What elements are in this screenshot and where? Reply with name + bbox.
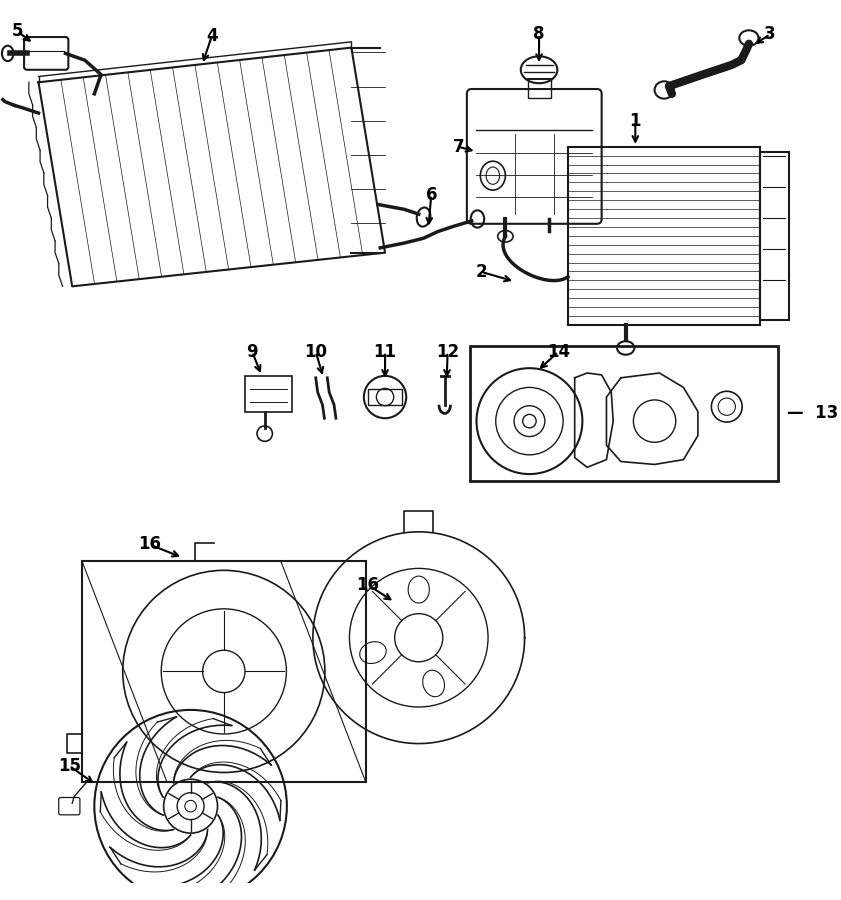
Bar — [368, 390, 402, 405]
Bar — [568, 147, 760, 325]
Text: 6: 6 — [426, 186, 437, 204]
Text: 5: 5 — [12, 22, 23, 40]
Text: 14: 14 — [547, 343, 570, 361]
Text: 4: 4 — [206, 27, 218, 45]
Text: 2: 2 — [475, 263, 487, 281]
Bar — [246, 376, 292, 412]
Bar — [82, 561, 366, 782]
Text: 12: 12 — [436, 343, 459, 361]
Text: 10: 10 — [304, 343, 327, 361]
Bar — [470, 346, 778, 481]
Text: 16: 16 — [357, 576, 379, 594]
Bar — [760, 151, 790, 320]
Text: 15: 15 — [58, 757, 81, 775]
Text: 9: 9 — [246, 343, 258, 361]
Text: 1: 1 — [630, 112, 641, 130]
Text: 11: 11 — [373, 343, 397, 361]
Text: 7: 7 — [452, 138, 464, 156]
Text: 3: 3 — [764, 25, 776, 43]
Text: 8: 8 — [533, 25, 545, 43]
Text: 16: 16 — [138, 536, 161, 554]
Text: —  13: — 13 — [787, 404, 838, 422]
